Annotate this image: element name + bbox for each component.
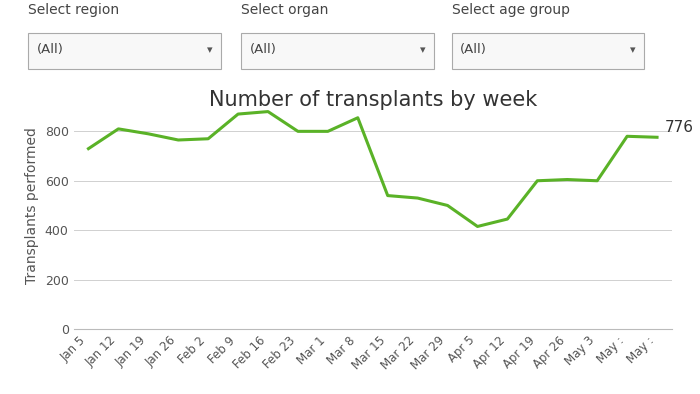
Text: ▾: ▾ (630, 45, 636, 55)
FancyBboxPatch shape (28, 33, 221, 69)
FancyBboxPatch shape (452, 33, 644, 69)
Text: Select age group: Select age group (452, 3, 570, 17)
Y-axis label: Transplants performed: Transplants performed (25, 127, 39, 284)
Text: Number of transplants by week: Number of transplants by week (209, 90, 537, 110)
Text: 776: 776 (664, 120, 694, 135)
Text: Select region: Select region (28, 3, 119, 17)
FancyBboxPatch shape (241, 33, 434, 69)
Text: Select organ: Select organ (241, 3, 329, 17)
Text: (All): (All) (36, 43, 63, 56)
Text: (All): (All) (250, 43, 276, 56)
Text: ▾: ▾ (206, 45, 212, 55)
Text: (All): (All) (460, 43, 486, 56)
Text: ▾: ▾ (420, 45, 426, 55)
